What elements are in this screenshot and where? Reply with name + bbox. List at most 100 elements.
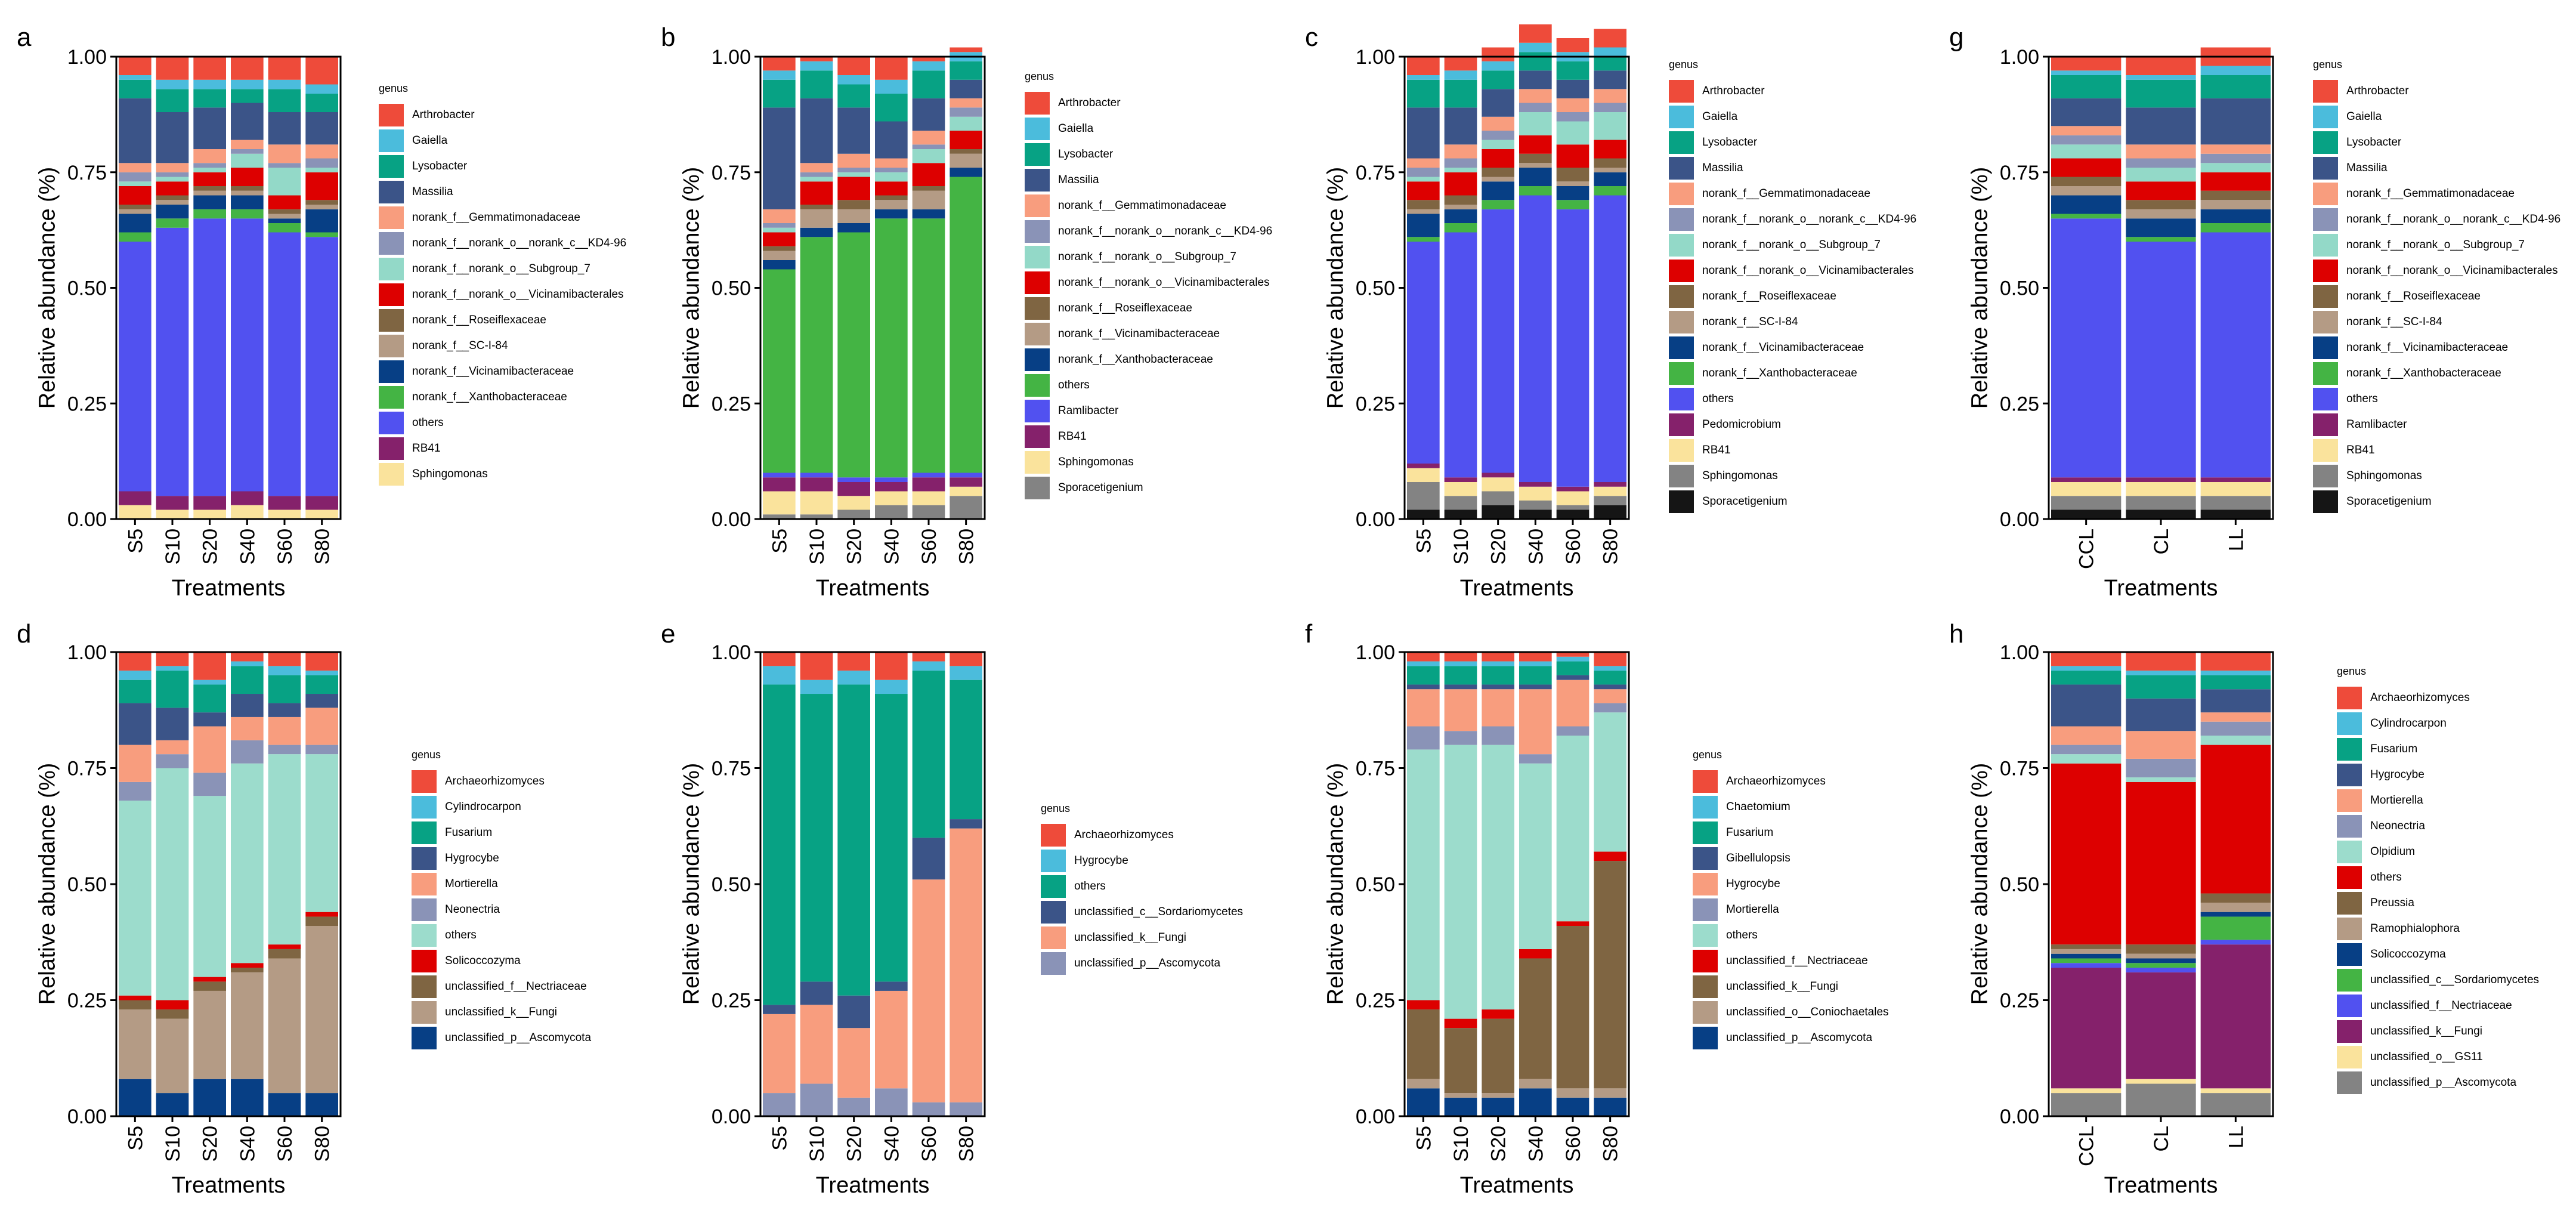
legend-label: norank_f__norank_o__Subgroup_7 [2346, 238, 2525, 251]
legend-label: unclassified_c__Sordariomycetes [1074, 905, 1244, 918]
y-tick-label: 1.00 [1356, 46, 1395, 69]
bar-segment [912, 98, 945, 131]
bar-segment [119, 800, 151, 996]
bar-segment [1556, 509, 1589, 519]
bar-segment [268, 716, 301, 745]
bar-segment [2126, 218, 2196, 237]
bar-segment [912, 1102, 945, 1116]
legend-label: Sphingomonas [1702, 469, 1778, 482]
legend-item: norank_f__Vicinamibacteraceae [2313, 335, 2560, 360]
bar-segment [763, 666, 796, 685]
bar-segment [2200, 232, 2271, 478]
bar-segment [875, 209, 908, 219]
legend-swatch [412, 821, 437, 844]
x-tick-label: LL [2225, 1126, 2247, 1148]
bar-segment [763, 269, 796, 473]
legend-swatch [1025, 322, 1050, 345]
bar-segment [2200, 736, 2271, 745]
legend-swatch [379, 103, 404, 126]
bar-segment [875, 79, 908, 94]
bar-segment [156, 666, 189, 671]
legend-swatch [1693, 872, 1718, 895]
legend-label: Arthrobacter [1058, 96, 1121, 109]
legend-label: unclassified_f__Nectriaceae [445, 980, 587, 993]
x-tick-label: S10 [806, 529, 828, 565]
legend-title: genus [1669, 58, 1699, 70]
x-tick-label: S5 [768, 529, 791, 554]
bar-segment [1407, 468, 1440, 482]
bar-segment [268, 509, 301, 519]
y-tick-label: 0.75 [67, 758, 107, 780]
x-axis-title: Treatments [2104, 1173, 2218, 1198]
legend-item: RB41 [1669, 437, 1916, 463]
bar-segment [2200, 144, 2271, 154]
bar-segment [2051, 126, 2122, 135]
bar-segment [2051, 745, 2122, 755]
bar-segment [2200, 912, 2271, 917]
legend-title: genus [1025, 70, 1054, 82]
x-tick-label: S10 [1450, 1126, 1473, 1162]
bar-segment [2051, 666, 2122, 671]
bar-segment [912, 671, 945, 838]
bar-segment [950, 98, 982, 108]
legend-label: Lysobacter [1702, 135, 1758, 149]
bar-segment [119, 745, 151, 782]
bar-segment [1594, 689, 1626, 703]
bar-segment [1556, 675, 1589, 680]
bar-segment [231, 190, 264, 196]
bar-segment [1594, 703, 1626, 713]
bar-segment [2126, 482, 2196, 496]
bar-segment [763, 684, 796, 1005]
legend-title: genus [1693, 749, 1723, 761]
bar-segment [950, 486, 982, 496]
legend-h: genus Archaeorhizomyces Cylindrocarpon Fusa… [2337, 665, 2539, 1095]
bar-segment [1556, 144, 1589, 168]
bar-segment [912, 661, 945, 671]
bar-segment [1444, 1097, 1477, 1116]
bar-segment [2200, 172, 2271, 191]
legend-item: norank_f__norank_o__Subgroup_7 [1669, 232, 1916, 258]
bar-segment [1482, 149, 1514, 168]
bar-segment [268, 944, 301, 949]
bar-segment [837, 496, 870, 510]
bar-segment [231, 666, 264, 694]
legend-swatch [412, 1000, 437, 1024]
bar-segment [193, 712, 226, 727]
plot-frame [2048, 651, 2274, 1117]
bar-segment [1444, 158, 1477, 168]
bar-segment [1556, 112, 1589, 122]
bar-segment [837, 172, 870, 177]
bar-segment [231, 716, 264, 740]
bar-segment [1444, 205, 1477, 209]
bar-segment [1407, 57, 1440, 75]
x-axis-title: Treatments [1459, 1173, 1574, 1198]
bar-segment [2200, 153, 2271, 163]
bar-segment [837, 75, 870, 85]
bar-segment [1407, 242, 1440, 464]
bar-segment [2126, 958, 2196, 963]
bar-segment [1444, 168, 1477, 172]
bar-segment [1594, 158, 1626, 168]
legend-title: genus [2337, 665, 2367, 677]
legend-swatch [1693, 898, 1718, 921]
bar-segment [1407, 158, 1440, 168]
legend-item: norank_f__norank_o__Vicinamibacterales [2313, 258, 2560, 283]
legend-swatch [1025, 117, 1050, 140]
x-axis-title: Treatments [1459, 576, 1574, 601]
bar-segment [800, 172, 833, 177]
bar-segment [2126, 75, 2196, 80]
legend-swatch [2337, 1071, 2362, 1094]
bar-segment [2200, 1088, 2271, 1094]
bar-segment [1594, 684, 1626, 690]
panel-letter-d: d [17, 619, 32, 648]
bar-segment [800, 209, 833, 228]
bar-segment [119, 242, 151, 492]
bar-segment [800, 680, 833, 694]
bar-segment [2200, 75, 2271, 98]
bar-segment [1519, 689, 1552, 755]
legend-item: unclassified_k__Fungi [1041, 925, 1243, 950]
legend-label: Mortierella [2370, 793, 2423, 807]
legend-label: Fusarium [1726, 826, 1774, 839]
bar-segment [156, 1000, 189, 1010]
legend-item: Hygrocybe [412, 845, 591, 871]
